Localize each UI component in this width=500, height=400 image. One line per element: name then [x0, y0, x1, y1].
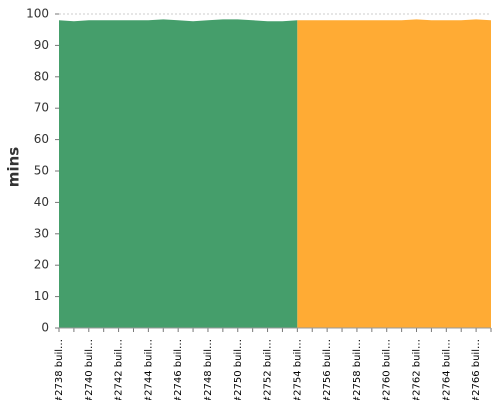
x-tick-label: #2748 buil… — [203, 339, 214, 400]
x-tick-label: #2750 buil… — [233, 339, 244, 400]
x-tick-label: #2746 buil… — [173, 339, 184, 400]
x-tick-label: #2738 buil… — [54, 339, 65, 400]
y-axis-label: mins — [5, 147, 23, 187]
y-tick-label: 90 — [34, 38, 49, 52]
y-tick-label: 40 — [34, 195, 49, 209]
x-tick-label: #2764 buil… — [441, 339, 452, 400]
y-tick-label: 100 — [26, 7, 49, 21]
x-tick-label: #2758 buil… — [352, 339, 363, 400]
x-tick-label: #2766 buil… — [471, 339, 482, 400]
area — [297, 19, 491, 328]
y-tick-label: 80 — [34, 69, 49, 83]
y-tick-label: 0 — [41, 321, 49, 335]
x-tick-label: #2742 buil… — [114, 339, 125, 400]
x-tick-label: #2744 buil… — [143, 339, 154, 400]
y-tick-label: 30 — [34, 226, 49, 240]
x-tick-label: #2760 buil… — [382, 339, 393, 400]
x-tick-label: #2756 buil… — [322, 339, 333, 400]
x-tick-label: #2752 buil… — [263, 339, 274, 400]
y-tick-label: 10 — [34, 289, 49, 303]
area — [59, 19, 298, 328]
x-tick-label: #2740 buil… — [84, 339, 95, 400]
y-tick-label: 20 — [34, 258, 49, 272]
y-tick-label: 60 — [34, 132, 49, 146]
x-tick-label: #2754 buil… — [292, 339, 303, 400]
y-tick-label: 70 — [34, 101, 49, 115]
x-tick-label: #2762 buil… — [412, 339, 423, 400]
y-tick-label: 50 — [34, 164, 49, 178]
